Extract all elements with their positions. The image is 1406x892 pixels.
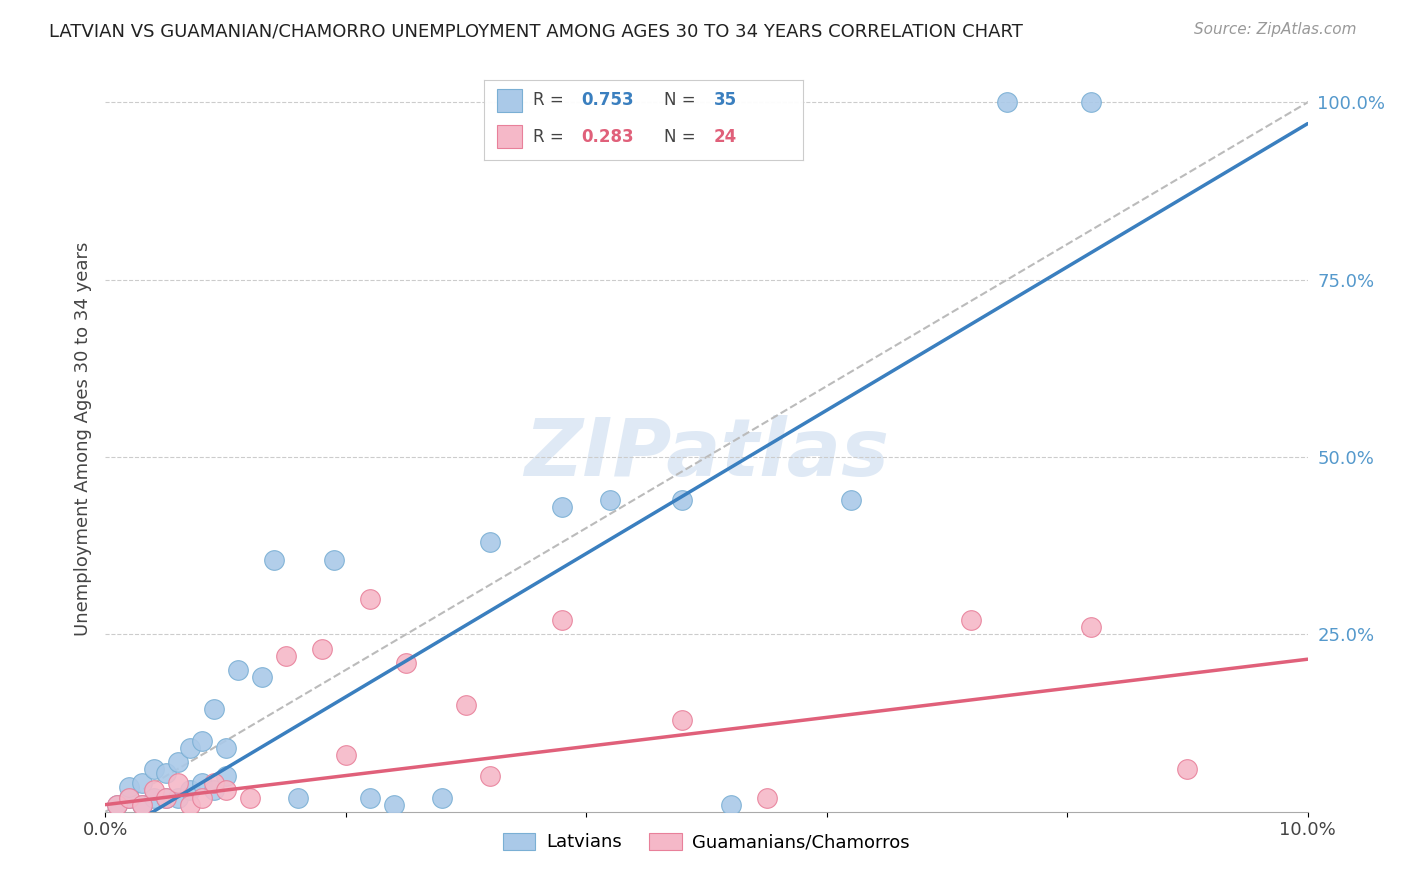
Point: [179, 783, 201, 797]
Text: LATVIAN VS GUAMANIAN/CHAMORRO UNEMPLOYMENT AMONG AGES 30 TO 34 YEARS CORRELATION: LATVIAN VS GUAMANIAN/CHAMORRO UNEMPLOYME…: [49, 22, 1024, 40]
Point: [142, 790, 165, 805]
Point: [214, 769, 236, 783]
Point: [190, 776, 212, 790]
Text: ZIPatlas: ZIPatlas: [524, 415, 889, 493]
Point: [107, 797, 129, 812]
Point: [359, 790, 381, 805]
Point: [263, 553, 285, 567]
Point: [1080, 95, 1102, 110]
Point: [179, 740, 201, 755]
Point: [287, 790, 309, 805]
Point: [239, 790, 262, 805]
Point: [454, 698, 477, 713]
Point: [322, 553, 344, 567]
Point: [190, 733, 212, 747]
Legend: Latvians, Guamanians/Chamorros: Latvians, Guamanians/Chamorros: [496, 825, 917, 859]
Point: [671, 713, 693, 727]
Point: [155, 790, 177, 805]
Text: Source: ZipAtlas.com: Source: ZipAtlas.com: [1194, 22, 1357, 37]
Point: [118, 790, 141, 805]
Point: [335, 747, 357, 762]
Point: [250, 670, 273, 684]
Point: [202, 702, 225, 716]
Point: [479, 769, 502, 783]
Point: [1175, 762, 1198, 776]
Point: [430, 790, 453, 805]
Point: [960, 613, 983, 627]
Point: [479, 535, 502, 549]
Point: [995, 95, 1018, 110]
Point: [359, 591, 381, 606]
Point: [226, 663, 249, 677]
Point: [131, 776, 153, 790]
Point: [395, 656, 418, 670]
Point: [107, 797, 129, 812]
Point: [551, 613, 574, 627]
Point: [274, 648, 297, 663]
Point: [214, 783, 236, 797]
Point: [131, 797, 153, 812]
Point: [190, 790, 212, 805]
Point: [166, 776, 188, 790]
Y-axis label: Unemployment Among Ages 30 to 34 years: Unemployment Among Ages 30 to 34 years: [73, 242, 91, 637]
Point: [179, 797, 201, 812]
Point: [155, 765, 177, 780]
Point: [1080, 620, 1102, 634]
Point: [720, 797, 742, 812]
Point: [202, 776, 225, 790]
Point: [118, 780, 141, 794]
Point: [599, 492, 621, 507]
Point: [382, 797, 405, 812]
Point: [839, 492, 862, 507]
Point: [311, 641, 333, 656]
Point: [755, 790, 778, 805]
Point: [142, 783, 165, 797]
Point: [214, 740, 236, 755]
Point: [118, 790, 141, 805]
Point: [155, 790, 177, 805]
Point: [202, 783, 225, 797]
Point: [131, 797, 153, 812]
Point: [166, 755, 188, 769]
Point: [551, 500, 574, 514]
Point: [166, 790, 188, 805]
Point: [671, 492, 693, 507]
Point: [142, 762, 165, 776]
